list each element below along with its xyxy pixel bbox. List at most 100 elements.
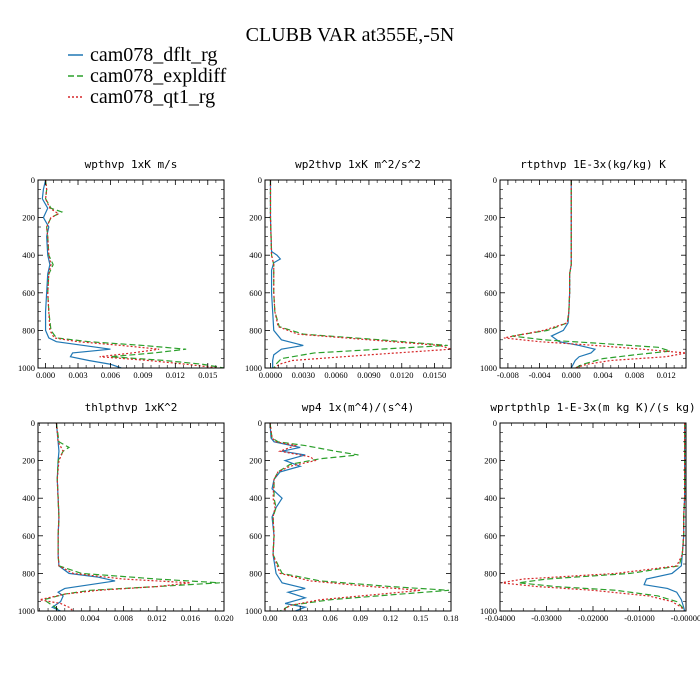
series-line-0 [41, 180, 122, 368]
panel-title-3: thlpthvp 1xK^2 [85, 401, 178, 414]
y-tick-label: 800 [484, 568, 497, 578]
y-tick-label: 200 [22, 456, 35, 466]
x-tick-label: 0.0000 [259, 370, 282, 380]
y-tick-label: 400 [249, 250, 262, 260]
legend-label-0: cam078_dflt_rg [90, 44, 217, 66]
panel-5: wprtpthlp 1-E-3x(m kg K)/(s kg) 0 200 400 60… [480, 401, 700, 623]
x-tick-label: 0.012 [147, 613, 166, 623]
x-tick-label: 0.000 [562, 370, 581, 380]
y-tick-label: 400 [484, 493, 497, 503]
y-tick-label: 1000 [245, 606, 262, 616]
x-tick-label: 0.008 [114, 613, 133, 623]
x-tick-label: 0.012 [657, 370, 676, 380]
x-tick-label: 0.18 [444, 613, 459, 623]
series-line-1 [42, 423, 220, 611]
y-tick-label: 200 [249, 213, 262, 223]
y-tick-label: 400 [249, 493, 262, 503]
x-tick-label: 0.009 [133, 370, 152, 380]
y-tick-label: 400 [22, 493, 35, 503]
panel-frame-1 [264, 179, 452, 369]
x-tick-label: 0.000 [36, 370, 55, 380]
y-tick-label: 0 [31, 418, 35, 428]
x-tick-label: 0.09 [353, 613, 368, 623]
x-tick-label: -0.04000 [485, 613, 515, 623]
y-tick-label: 200 [249, 456, 262, 466]
series-line-2 [500, 423, 686, 611]
x-tick-label: 0.004 [80, 613, 100, 623]
figure-title: CLUBB VAR at355E,-5N [246, 24, 455, 46]
y-tick-label: 800 [484, 325, 497, 335]
y-tick-label: 0 [258, 175, 262, 185]
series-line-0 [550, 180, 597, 368]
panel-frame-5 [499, 422, 687, 612]
y-tick-label: 0 [31, 175, 35, 185]
x-tick-label: -0.01000 [624, 613, 654, 623]
panel-title-0: wpthvp 1xK m/s [85, 158, 178, 171]
panel-frame-2 [499, 179, 687, 369]
panel-frame-4 [264, 422, 452, 612]
x-tick-label: 0.12 [383, 613, 398, 623]
x-tick-label: 0.006 [101, 370, 120, 380]
x-tick-label: -0.00000 [671, 613, 700, 623]
panel-title-5: wprtpthlp 1-E-3x(m kg K)/(s kg) [490, 401, 695, 414]
y-tick-label: 0 [258, 418, 262, 428]
legend-label-1: cam078_expldiff [90, 65, 227, 87]
panel-3: thlpthvp 1xK^2 0 200 400 600 800 1000 0.000 0.00… [18, 401, 234, 623]
legend-label-2: cam078_qt1_rg [90, 86, 215, 108]
y-tick-label: 600 [22, 288, 35, 298]
y-tick-label: 1000 [18, 606, 35, 616]
y-tick-label: 0 [493, 175, 497, 185]
series-line-0 [269, 180, 304, 368]
x-tick-label: 0.004 [593, 370, 613, 380]
series-line-2 [269, 180, 451, 368]
y-tick-label: 600 [484, 288, 497, 298]
x-tick-label: 0.000 [47, 613, 66, 623]
series-line-0 [269, 423, 308, 611]
x-tick-label: 0.15 [413, 613, 428, 623]
series-line-2 [503, 180, 686, 368]
x-tick-label: 0.0090 [357, 370, 380, 380]
panel-frame-3 [37, 422, 225, 612]
x-tick-label: 0.012 [166, 370, 185, 380]
y-tick-label: 800 [22, 325, 35, 335]
x-tick-label: 0.0120 [390, 370, 413, 380]
panel-title-4: wp4 1x(m^4)/(s^4) [302, 401, 415, 414]
series-line-2 [269, 423, 421, 611]
x-tick-label: 0.016 [181, 613, 200, 623]
panel-1: wp2thvp 1xK m^2/s^2020040060080010000.00… [245, 158, 452, 380]
series-line-2 [44, 180, 219, 368]
x-tick-label: 0.008 [625, 370, 644, 380]
y-tick-label: 0 [493, 418, 497, 428]
series-line-0 [643, 423, 686, 611]
x-tick-label: 0.020 [214, 613, 233, 623]
series-line-2 [39, 423, 191, 611]
y-tick-label: 400 [484, 250, 497, 260]
y-tick-label: 800 [249, 568, 262, 578]
legend: cam078_dflt_rg cam078_expldiff cam078_qt… [68, 44, 227, 108]
series-line-1 [44, 180, 224, 368]
y-tick-label: 600 [22, 531, 35, 541]
series-line-1 [518, 423, 686, 611]
y-tick-label: 200 [22, 213, 35, 223]
x-tick-label: 0.003 [68, 370, 87, 380]
y-tick-label: 1000 [480, 606, 497, 616]
x-tick-label: 0.0030 [292, 370, 315, 380]
x-tick-label: -0.008 [497, 370, 519, 380]
y-tick-label: 600 [249, 288, 262, 298]
y-tick-label: 600 [484, 531, 497, 541]
x-tick-label: 0.0060 [324, 370, 347, 380]
series-line-0 [51, 423, 116, 611]
panel-2: rtpthvp 1E-3x(kg/kg) K02004006008001000-… [480, 158, 687, 380]
panel-title-1: wp2thvp 1xK m^2/s^2 [295, 158, 421, 171]
y-tick-label: 800 [249, 325, 262, 335]
x-tick-label: -0.02000 [578, 613, 608, 623]
series-line-1 [269, 423, 450, 611]
x-tick-label: -0.004 [529, 370, 552, 380]
y-tick-label: 1000 [18, 363, 35, 373]
x-tick-label: -0.03000 [531, 613, 561, 623]
x-tick-label: 0.015 [198, 370, 217, 380]
y-tick-label: 600 [249, 531, 262, 541]
y-tick-label: 800 [22, 568, 35, 578]
